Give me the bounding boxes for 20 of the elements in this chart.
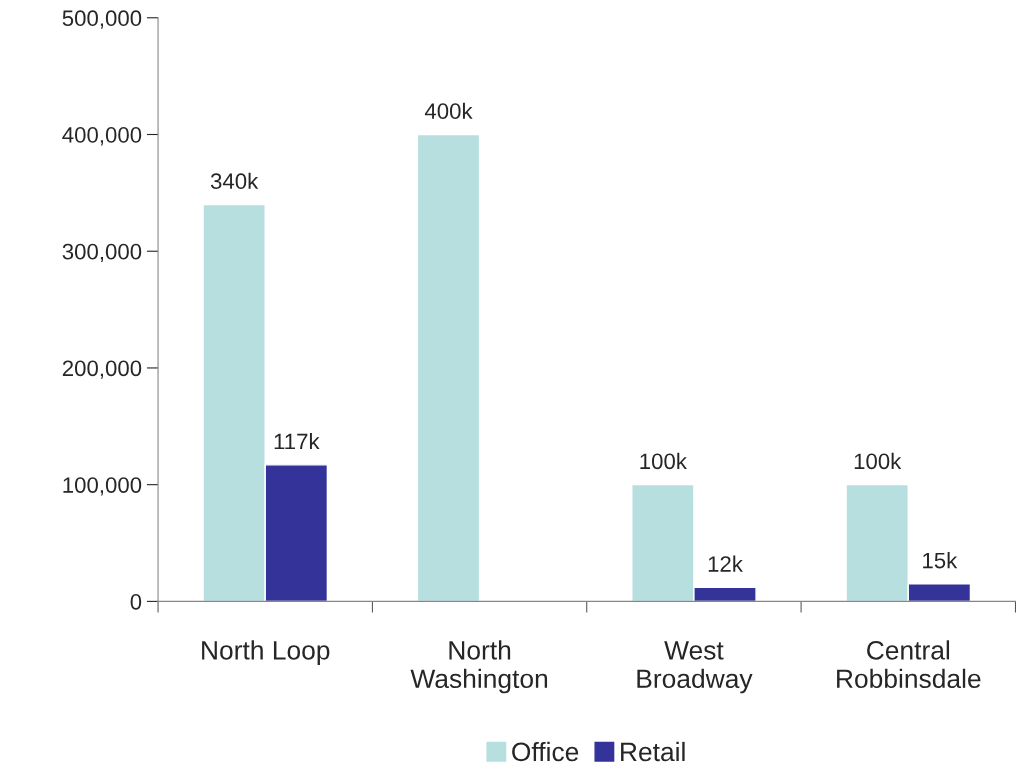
bar <box>416 133 481 602</box>
data-label: 340k <box>210 172 259 190</box>
data-label: 100k <box>640 452 687 470</box>
data-label: 400k <box>424 102 473 119</box>
y-tick-label: 500,000 <box>62 10 142 29</box>
data-label: 15k <box>923 552 958 569</box>
data-label: 117k <box>274 433 320 450</box>
y-tick-label: 100,000 <box>63 477 142 496</box>
x-tick-label: West Broadway <box>637 641 753 694</box>
y-tick-label: 200,000 <box>62 360 142 379</box>
data-label: 12k <box>708 555 743 572</box>
x-tick-label: North Washington <box>410 640 548 694</box>
y-tick-label: 400,000 <box>62 127 142 146</box>
x-tick-label: Central Robbinsdale <box>837 640 981 689</box>
legend-label: Retail <box>621 741 685 762</box>
y-tick-label: 300,000 <box>62 243 142 263</box>
data-label: 100k <box>854 452 902 470</box>
x-tick-label: North Loop <box>202 640 330 665</box>
legend-label: Office <box>512 741 579 762</box>
y-tick-label: 0 <box>130 593 142 610</box>
